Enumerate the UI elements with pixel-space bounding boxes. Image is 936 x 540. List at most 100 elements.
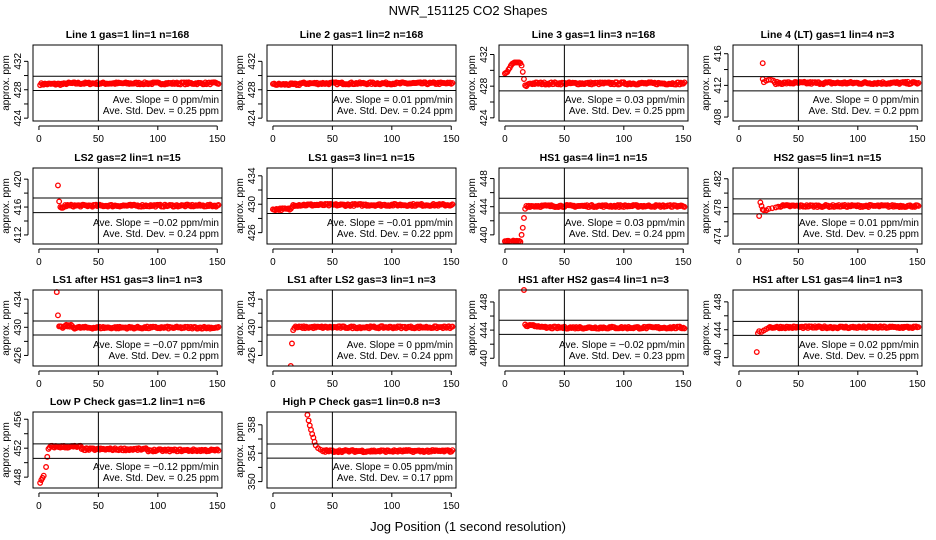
slope-annotation: Ave. Slope = 0 ppm/min bbox=[113, 95, 219, 106]
std-dev-annotation: Ave. Std. Dev. = 0.25 ppm bbox=[103, 473, 219, 484]
x-tick-label: 0 bbox=[36, 379, 42, 390]
y-tick-label: 432 bbox=[479, 46, 490, 63]
x-tick-label: 100 bbox=[383, 134, 400, 145]
x-tick-label: 0 bbox=[736, 257, 742, 268]
y-axis-label: approx. ppm bbox=[235, 55, 246, 111]
data-point bbox=[289, 204, 295, 211]
x-tick-label: 50 bbox=[93, 501, 105, 512]
data-point bbox=[449, 201, 456, 208]
x-tick-label: 50 bbox=[327, 257, 339, 268]
data-point bbox=[309, 431, 316, 437]
y-axis-label: approx. ppm bbox=[235, 422, 246, 478]
x-tick-label: 150 bbox=[209, 379, 226, 390]
y-tick-label: 428 bbox=[479, 77, 490, 94]
panel-title: HS1 gas=4 lin=1 n=15 bbox=[540, 152, 648, 164]
x-tick-label: 100 bbox=[849, 134, 866, 145]
y-tick-label: 444 bbox=[479, 321, 490, 338]
data-point bbox=[915, 79, 922, 86]
plot-box bbox=[498, 44, 689, 122]
y-tick-label: 444 bbox=[713, 321, 724, 338]
y-axis-label: approx. ppm bbox=[701, 300, 712, 356]
x-tick-label: 0 bbox=[502, 257, 508, 268]
y-tick-label: 448 bbox=[479, 170, 490, 187]
data-points bbox=[304, 411, 456, 456]
y-tick-label: 416 bbox=[713, 45, 724, 62]
y-tick-label: 358 bbox=[247, 416, 258, 433]
x-tick-label: 100 bbox=[149, 134, 166, 145]
x-tick-label: 0 bbox=[270, 501, 276, 512]
y-axis-label: approx. ppm bbox=[1, 178, 12, 234]
x-tick-label: 50 bbox=[327, 379, 339, 390]
panel: Low P Check gas=1.2 lin=1 n=6 0 50 100 150 44… bbox=[1, 396, 226, 512]
data-point bbox=[305, 417, 312, 424]
y-tick-label: 448 bbox=[713, 293, 724, 310]
data-point bbox=[522, 205, 529, 212]
x-tick-label: 50 bbox=[559, 257, 571, 268]
y-tick-label: 408 bbox=[713, 108, 724, 125]
std-dev-annotation: Ave. Std. Dev. = 0.25 ppm bbox=[803, 351, 919, 362]
x-tick-label: 0 bbox=[270, 257, 276, 268]
panel-title: HS1 after HS2 gas=4 lin=1 n=3 bbox=[518, 274, 669, 286]
x-tick-label: 0 bbox=[502, 379, 508, 390]
data-point bbox=[161, 446, 168, 453]
x-tick-label: 150 bbox=[909, 134, 926, 145]
panel-title: High P Check gas=1 lin=0.8 n=3 bbox=[283, 396, 441, 408]
data-point bbox=[214, 446, 221, 453]
x-tick-label: 0 bbox=[736, 379, 742, 390]
x-tick-label: 150 bbox=[443, 501, 460, 512]
data-point bbox=[765, 205, 772, 212]
panel: High P Check gas=1 lin=0.8 n=3 0 50 100 150 3… bbox=[235, 396, 460, 512]
panel: Line 3 gas=1 lin=3 n=168 0 50 100 150 424 428 4… bbox=[467, 29, 692, 145]
y-tick-label: 474 bbox=[713, 227, 724, 244]
y-tick-label: 434 bbox=[247, 290, 258, 307]
data-point bbox=[522, 321, 529, 328]
slope-annotation: Ave. Slope = 0.01 ppm/min bbox=[333, 95, 453, 106]
data-point bbox=[43, 464, 50, 470]
data-points bbox=[269, 200, 456, 214]
y-axis-label: approx. ppm bbox=[235, 178, 246, 234]
x-tick-label: 50 bbox=[559, 134, 571, 145]
y-axis-label: approx. ppm bbox=[1, 55, 12, 111]
data-point bbox=[607, 81, 614, 88]
x-tick-label: 50 bbox=[93, 257, 105, 268]
panel: LS1 after HS1 gas=3 lin=1 n=3 0 50 100 150 42… bbox=[1, 274, 226, 390]
panel: HS1 gas=4 lin=1 n=15 0 50 100 150 440 444 448ap… bbox=[467, 152, 692, 268]
slope-annotation: Ave. Slope = 0.05 ppm/min bbox=[333, 462, 453, 473]
y-tick-label: 432 bbox=[13, 53, 24, 70]
plot-box bbox=[498, 289, 689, 367]
y-tick-label: 412 bbox=[713, 77, 724, 94]
data-point bbox=[211, 202, 218, 209]
x-tick-label: 50 bbox=[559, 379, 571, 390]
data-point bbox=[915, 324, 922, 330]
std-dev-annotation: Ave. Std. Dev. = 0.17 ppm bbox=[337, 473, 453, 484]
y-axis-label: approx. ppm bbox=[701, 55, 712, 111]
y-tick-label: 426 bbox=[247, 224, 258, 241]
slope-annotation: Ave. Slope = −0.02 ppm/min bbox=[93, 218, 219, 229]
panel-title: LS1 gas=3 lin=1 n=15 bbox=[308, 152, 415, 164]
data-point bbox=[519, 68, 526, 75]
panel: HS1 after HS2 gas=4 lin=1 n=3 0 50 100 150 44… bbox=[467, 274, 692, 390]
data-point bbox=[290, 327, 297, 334]
data-point bbox=[304, 411, 311, 418]
slope-annotation: Ave. Slope = 0.03 ppm/min bbox=[565, 95, 685, 106]
panels: Line 1 gas=1 lin=1 n=168 0 50 100 150 424 428 4… bbox=[1, 29, 926, 512]
panel-title: Low P Check gas=1.2 lin=1 n=6 bbox=[50, 396, 205, 408]
y-tick-label: 448 bbox=[479, 293, 490, 310]
slope-annotation: Ave. Slope = 0 ppm/min bbox=[347, 340, 453, 351]
panel: Line 4 (LT) gas=1 lin=4 n=3 0 50 100 150 408 4… bbox=[701, 29, 926, 145]
y-tick-label: 426 bbox=[247, 347, 258, 364]
data-point bbox=[521, 76, 527, 82]
data-point bbox=[416, 447, 423, 454]
x-tick-label: 100 bbox=[615, 379, 632, 390]
panel-title: Line 4 (LT) gas=1 lin=4 n=3 bbox=[761, 29, 895, 41]
panel-title: HS1 after LS1 gas=4 lin=1 n=3 bbox=[753, 274, 903, 286]
y-tick-label: 424 bbox=[247, 109, 258, 126]
y-tick-label: 432 bbox=[247, 53, 258, 70]
panel: HS1 after LS1 gas=4 lin=1 n=3 0 50 100 150 44… bbox=[701, 274, 926, 390]
data-point bbox=[289, 340, 295, 347]
panel-title: HS2 gas=5 lin=1 n=15 bbox=[774, 152, 882, 164]
data-point bbox=[517, 238, 524, 244]
panel: HS2 gas=5 lin=1 n=15 0 50 100 150 474 478 482ap… bbox=[701, 152, 926, 268]
plot-box bbox=[32, 289, 223, 367]
